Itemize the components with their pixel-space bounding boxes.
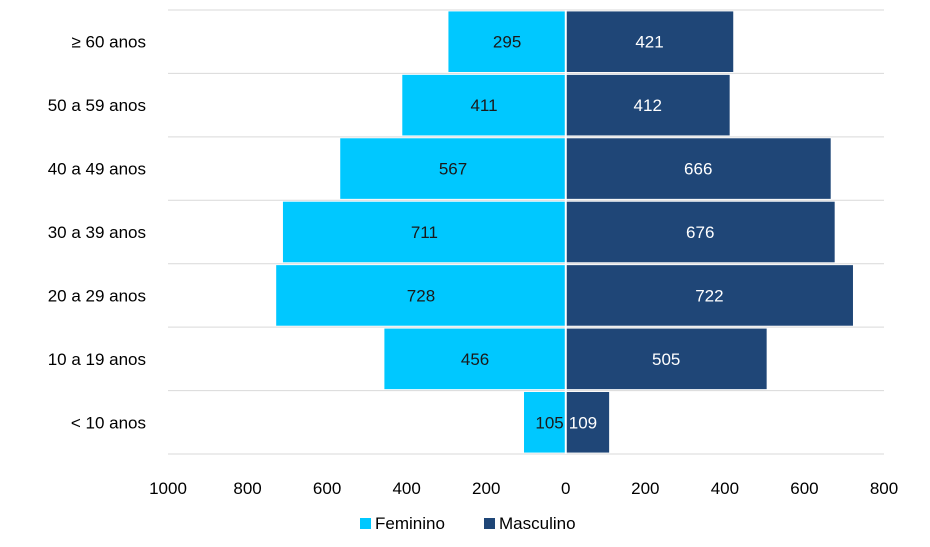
data-label-feminino: 728 — [407, 286, 435, 305]
x-tick-label: 600 — [313, 479, 341, 498]
x-tick-label: 0 — [561, 479, 570, 498]
data-labels: 295 421 411 412 567 666 711 676 728 722 456 505 105 1… — [407, 33, 724, 433]
data-label-feminino: 456 — [461, 350, 489, 369]
legend: Feminino Masculino — [360, 514, 576, 533]
bar-feminino — [276, 265, 566, 326]
bar-masculino — [565, 328, 767, 390]
legend-label: Masculino — [499, 514, 576, 533]
data-label-masculino: 505 — [652, 350, 680, 369]
data-label-feminino: 295 — [493, 33, 521, 52]
bar-feminino — [402, 74, 566, 136]
x-tick-label: 400 — [711, 479, 739, 498]
data-label-masculino: 722 — [695, 286, 723, 305]
bar-feminino — [384, 328, 566, 390]
legend-label: Feminino — [375, 514, 445, 533]
x-tick-label: 600 — [790, 479, 818, 498]
category-label: 40 a 49 anos — [48, 160, 146, 179]
data-label-masculino: 421 — [635, 33, 663, 52]
category-label: ≥ 60 anos — [71, 33, 146, 52]
bar-masculino — [565, 138, 831, 199]
data-label-masculino: 412 — [634, 96, 662, 115]
legend-swatch — [360, 518, 371, 529]
category-label: 10 a 19 anos — [48, 350, 146, 369]
bar-masculino — [565, 74, 730, 136]
data-label-masculino: 666 — [684, 160, 712, 179]
bar-feminino — [282, 201, 566, 263]
legend-swatch — [484, 518, 495, 529]
bar-feminino — [524, 391, 566, 453]
bar-masculino — [565, 265, 853, 326]
bar-masculino — [565, 391, 610, 453]
x-tick-label: 1000 — [149, 479, 187, 498]
x-tick-label: 800 — [233, 479, 261, 498]
data-label-feminino: 411 — [470, 96, 497, 115]
grid-lines — [168, 9, 884, 455]
axes: ≥ 60 anos 50 a 59 anos 40 a 49 anos 30 a 39… — [48, 33, 899, 498]
data-label-masculino: 676 — [686, 223, 714, 242]
data-label-feminino: 711 — [411, 223, 438, 242]
data-label-masculino: 109 — [569, 413, 597, 432]
x-tick-label: 200 — [631, 479, 659, 498]
category-label: < 10 anos — [71, 413, 146, 432]
data-label-feminino: 105 — [535, 413, 563, 432]
bar-feminino — [340, 138, 566, 199]
x-tick-label: 800 — [870, 479, 898, 498]
bar-feminino — [448, 11, 566, 73]
x-tick-label: 200 — [472, 479, 500, 498]
x-tick-label: 400 — [392, 479, 420, 498]
data-label-feminino: 567 — [439, 160, 467, 179]
category-label: 50 a 59 anos — [48, 96, 146, 115]
category-label: 20 a 29 anos — [48, 286, 146, 305]
bar-masculino — [565, 201, 835, 263]
category-label: 30 a 39 anos — [48, 223, 146, 242]
bar-masculino — [565, 11, 734, 73]
bars — [276, 10, 853, 454]
